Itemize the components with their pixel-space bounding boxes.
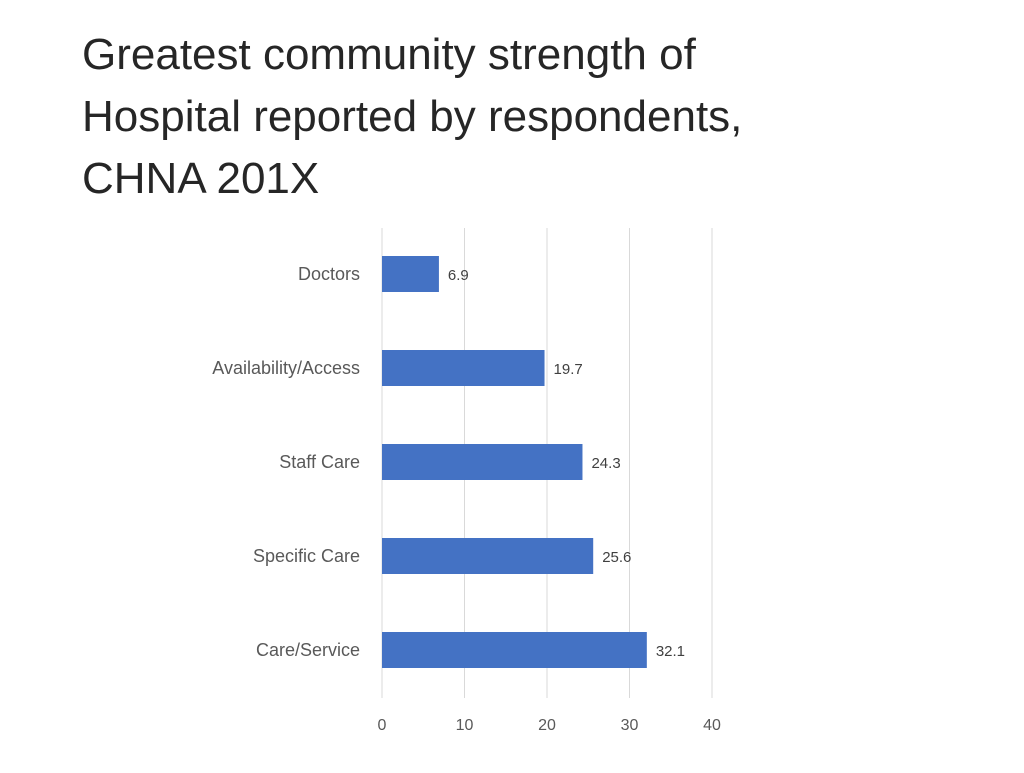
- bar-availability-access: [382, 350, 545, 386]
- x-axis-ticks: 0 10 20 30 40: [378, 717, 721, 734]
- data-label-care-service: 32.1: [656, 643, 685, 660]
- x-tick-label-0: 0: [378, 717, 387, 734]
- category-label-availability-access: Availability/Access: [212, 358, 360, 378]
- x-tick-label-30: 30: [621, 717, 639, 734]
- slide-title-line-2: Hospital reported by respondents,: [82, 92, 743, 141]
- category-label-staff-care: Staff Care: [279, 452, 360, 472]
- bar-doctors: [382, 256, 439, 292]
- category-label-specific-care: Specific Care: [253, 546, 360, 566]
- bar-care-service: [382, 632, 647, 668]
- slide-title: Greatest community strength of Hospital …: [82, 24, 962, 210]
- data-labels: 6.9 19.7 24.3 25.6 32.1: [448, 267, 685, 660]
- x-tick-label-40: 40: [703, 717, 721, 734]
- data-label-availability-access: 19.7: [554, 361, 583, 378]
- data-label-specific-care: 25.6: [602, 549, 631, 566]
- gridlines: [381, 228, 713, 698]
- category-labels: Doctors Availability/Access Staff Care Spec…: [212, 264, 360, 660]
- bar-staff-care: [382, 444, 583, 480]
- x-tick-label-20: 20: [538, 717, 556, 734]
- data-label-staff-care: 24.3: [591, 455, 620, 472]
- category-label-care-service: Care/Service: [256, 640, 360, 660]
- data-label-doctors: 6.9: [448, 267, 469, 284]
- category-label-doctors: Doctors: [298, 264, 360, 284]
- bar-specific-care: [382, 538, 594, 574]
- slide-title-line-3: CHNA 201X: [82, 154, 320, 203]
- bars: [382, 256, 647, 668]
- slide-title-line-1: Greatest community strength of: [82, 30, 696, 79]
- x-tick-label-10: 10: [456, 717, 474, 734]
